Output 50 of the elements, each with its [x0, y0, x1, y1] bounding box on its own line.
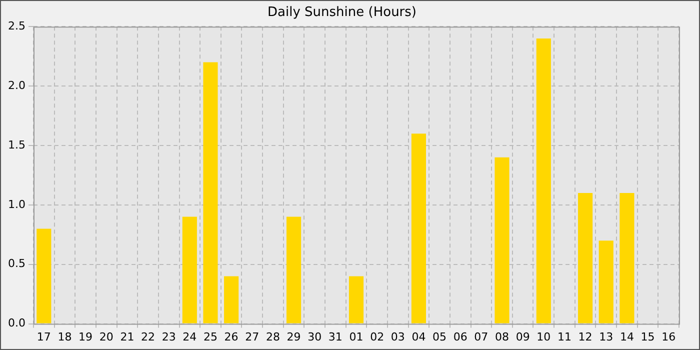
chart-title: Daily Sunshine (Hours)	[268, 5, 416, 20]
x-tick-label: 14	[620, 330, 634, 344]
x-tick-label: 01	[349, 330, 364, 344]
bar	[348, 276, 364, 324]
x-tick-label: 31	[328, 330, 342, 344]
x-tick-label: 20	[99, 330, 114, 344]
x-tick-label: 27	[245, 330, 260, 344]
x-tick-label: 05	[432, 330, 447, 344]
x-tick-label: 11	[557, 330, 572, 344]
x-tick-label: 21	[120, 330, 134, 344]
x-tick-label: 19	[78, 330, 93, 344]
y-tick-label: 0.5	[8, 257, 26, 270]
x-tick-label: 06	[453, 330, 468, 344]
bar	[494, 157, 510, 324]
bar	[182, 216, 197, 324]
x-tick-label: 15	[640, 330, 655, 344]
x-tick-label: 04	[412, 330, 426, 344]
bar	[203, 62, 218, 324]
x-tick-label: 03	[390, 330, 405, 344]
y-tick-label: 1.5	[8, 138, 26, 152]
bar	[36, 228, 52, 324]
bar	[411, 134, 426, 324]
x-tick-label: 22	[141, 330, 156, 344]
y-tick-label: 0.0	[8, 316, 26, 330]
x-tick-label: 24	[182, 330, 197, 344]
x-tick-label: 28	[266, 330, 280, 344]
y-tick-label: 2.5	[8, 19, 26, 32]
bar	[224, 276, 239, 324]
bar	[578, 193, 593, 324]
bar	[598, 240, 614, 324]
x-tick-label: 26	[224, 330, 238, 344]
x-tick-label: 25	[203, 330, 218, 344]
x-tick-label: 23	[162, 330, 176, 344]
x-tick-label: 08	[495, 330, 510, 344]
x-tick-label: 09	[516, 330, 530, 344]
x-tick-label: 07	[474, 330, 488, 344]
bar	[536, 38, 551, 324]
x-tick-label: 13	[599, 330, 614, 344]
x-tick-label: 18	[58, 330, 72, 344]
x-tick-label: 16	[662, 330, 676, 344]
x-tick-label: 12	[578, 330, 592, 344]
x-tick-label: 02	[370, 330, 384, 344]
x-tick-label: 30	[308, 330, 322, 344]
bar	[620, 193, 634, 324]
x-tick-label: 29	[286, 330, 301, 344]
y-tick-label: 1.0	[8, 198, 26, 211]
x-tick-label: 10	[536, 330, 551, 344]
bar	[286, 216, 302, 324]
y-tick-label: 2.0	[8, 78, 26, 92]
x-tick-label: 17	[36, 330, 51, 344]
